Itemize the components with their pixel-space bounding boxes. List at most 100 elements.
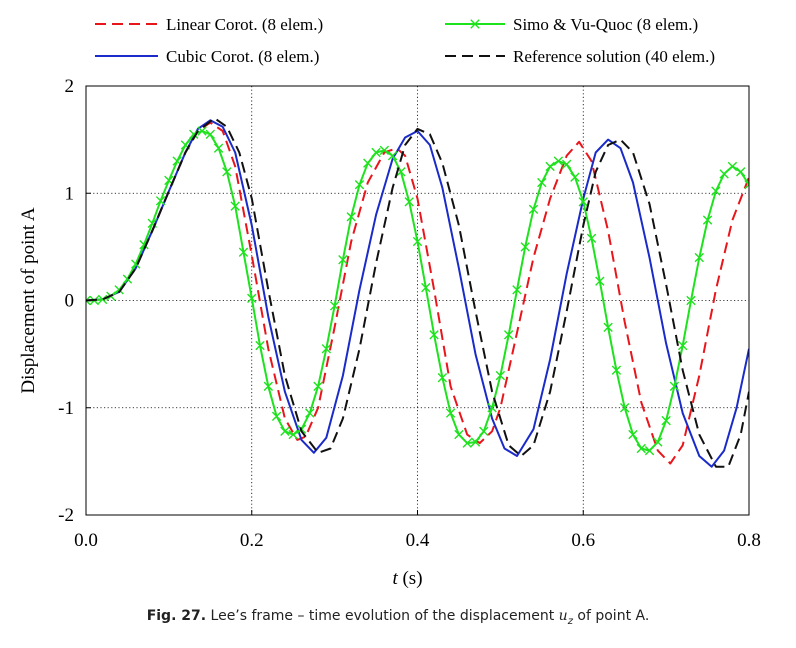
series-2-marker-18 — [230, 201, 240, 211]
series-2-marker-77 — [719, 169, 729, 179]
series-2-marker-15 — [205, 129, 216, 139]
series-2-marker-32 — [346, 212, 356, 222]
series-2-marker-46 — [462, 438, 472, 448]
series-2-marker-65 — [619, 403, 630, 413]
series-2-marker-53 — [520, 242, 530, 252]
series-2-marker-61 — [586, 233, 597, 243]
series-2-marker-45 — [454, 429, 464, 440]
caption-sub: z — [567, 615, 573, 627]
series-2-marker-24 — [280, 426, 290, 437]
series-2-marker-29 — [321, 344, 332, 354]
series-2-marker-56 — [545, 161, 555, 172]
legend-item-2: Simo & Vu-Quoc (8 elem.) — [445, 15, 698, 34]
series-2-marker-27 — [305, 408, 315, 418]
series-layer — [86, 117, 749, 468]
series-3 — [86, 117, 749, 468]
series-2-marker-40 — [412, 236, 423, 247]
series-line-3 — [86, 117, 749, 468]
series-2-marker-60 — [578, 197, 588, 207]
series-2-marker-31 — [338, 255, 348, 265]
series-2-marker-73 — [686, 295, 696, 306]
series-2-marker-70 — [661, 415, 671, 426]
series-2-marker-2 — [97, 294, 108, 305]
series-2-marker-0 — [86, 295, 91, 306]
legend-item-3: Reference solution (40 elem.) — [445, 47, 715, 66]
series-2-marker-67 — [636, 443, 646, 454]
series-2-marker-33 — [354, 179, 365, 190]
series-2-marker-44 — [445, 408, 456, 418]
x-tick-label-1: 0.2 — [240, 530, 264, 551]
caption-fig-label: Fig. 27. — [146, 608, 207, 624]
series-2-marker-66 — [628, 429, 638, 440]
legend-label-2: Simo & Vu-Quoc (8 elem.) — [513, 15, 698, 34]
series-2-marker-30 — [329, 301, 340, 311]
series-2-marker-20 — [247, 293, 257, 304]
series-2-marker-35 — [371, 147, 381, 158]
series-2-marker-68 — [644, 445, 655, 456]
series-2-marker-43 — [437, 373, 448, 383]
series-2-marker-79 — [736, 167, 746, 177]
series-2-marker-28 — [313, 381, 323, 391]
y-tick-label-1: -1 — [58, 398, 74, 419]
series-2-marker-36 — [379, 145, 390, 156]
series-2-marker-52 — [512, 285, 522, 295]
grid — [86, 86, 749, 515]
series-line-1 — [86, 119, 749, 468]
series-2-marker-9 — [155, 196, 166, 206]
series-2-marker-74 — [694, 252, 704, 263]
series-2-marker-34 — [363, 158, 373, 168]
series-2-marker-42 — [429, 330, 439, 340]
x-tick-label-2: 0.4 — [406, 530, 430, 551]
legend-marker-2 — [470, 19, 480, 29]
y-tick-label-2: 0 — [65, 291, 75, 312]
axes: 0.0 0.2 0.4 0.6 0.8 -2 -1 0 1 2 — [58, 76, 761, 551]
x-tick-label-4: 0.8 — [737, 530, 761, 551]
series-2-marker-23 — [271, 411, 282, 422]
series-2-marker-69 — [653, 437, 663, 447]
series-2-marker-48 — [479, 426, 489, 437]
series-2-marker-80 — [744, 179, 749, 190]
series-2-marker-71 — [669, 381, 680, 391]
legend-label-0: Linear Corot. (8 elem.) — [166, 15, 323, 34]
legend: Linear Corot. (8 elem.) Cubic Corot. (8 e… — [95, 15, 715, 66]
x-tick-label-0: 0.0 — [74, 530, 98, 551]
series-2-marker-57 — [553, 156, 564, 166]
series-2-marker-22 — [263, 381, 274, 391]
series-2-marker-39 — [404, 197, 414, 207]
series-line-0 — [86, 121, 749, 465]
series-2-marker-25 — [288, 429, 298, 440]
series-2-marker-75 — [702, 215, 713, 225]
caption-var: u — [558, 608, 568, 624]
series-2-marker-19 — [238, 247, 249, 257]
series-2-marker-14 — [197, 126, 207, 136]
series-line-2 — [86, 130, 749, 452]
legend-label-3: Reference solution (40 elem.) — [513, 47, 715, 66]
x-axis-label: t (s) — [392, 568, 422, 589]
legend-item-1: Cubic Corot. (8 elem.) — [95, 47, 319, 66]
series-2-marker-17 — [222, 167, 232, 177]
series-2-marker-59 — [570, 172, 580, 182]
series-2-marker-76 — [711, 186, 721, 196]
caption-text-before: Lee’s frame – time evolution of the disp… — [206, 608, 559, 624]
series-2-marker-47 — [470, 437, 481, 447]
x-tick-label-3: 0.6 — [571, 530, 595, 551]
series-2-marker-63 — [603, 322, 613, 333]
series-2-marker-78 — [727, 161, 738, 172]
series-2-marker-49 — [487, 403, 497, 413]
x-axis-label-unit: (s) — [398, 568, 423, 589]
series-2-marker-51 — [503, 330, 514, 340]
series-2-marker-62 — [595, 276, 605, 286]
series-2-marker-37 — [387, 151, 398, 161]
series-2-marker-64 — [611, 365, 622, 375]
x-axis-label-var: t — [392, 568, 398, 589]
y-axis-label: Displacement of point A — [18, 207, 39, 394]
y-tick-label-4: 2 — [65, 76, 75, 97]
series-0 — [86, 121, 749, 465]
series-2-marker-41 — [421, 282, 431, 293]
y-tick-label-3: 1 — [65, 183, 75, 204]
series-2-marker-54 — [528, 204, 539, 215]
y-tick-label-0: -2 — [58, 505, 74, 526]
legend-item-0: Linear Corot. (8 elem.) — [95, 15, 323, 34]
series-2-marker-72 — [678, 340, 688, 351]
series-2-marker-21 — [255, 340, 265, 351]
